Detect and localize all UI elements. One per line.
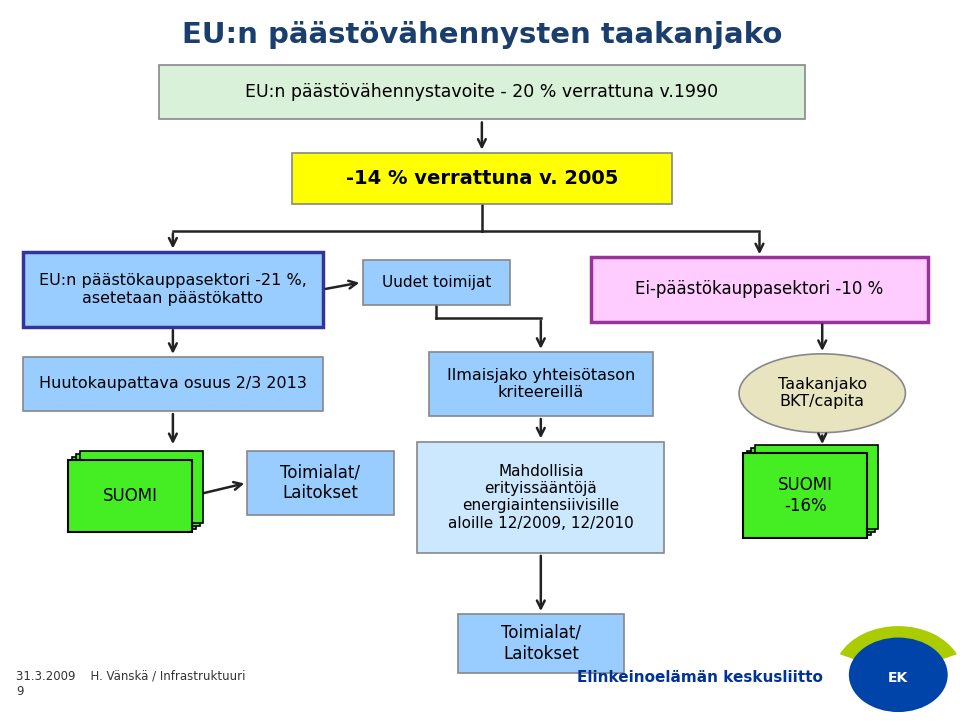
Ellipse shape: [739, 354, 905, 432]
Text: -14 % verrattuna v. 2005: -14 % verrattuna v. 2005: [346, 169, 618, 188]
FancyBboxPatch shape: [23, 357, 323, 411]
FancyBboxPatch shape: [743, 453, 867, 538]
Text: Uudet toimijat: Uudet toimijat: [381, 274, 491, 290]
FancyBboxPatch shape: [292, 152, 672, 204]
Text: Ei-päästökauppasektori -10 %: Ei-päästökauppasektori -10 %: [636, 280, 883, 298]
Text: Toimialat/
Laitokset: Toimialat/ Laitokset: [501, 624, 581, 663]
FancyBboxPatch shape: [76, 454, 200, 526]
FancyBboxPatch shape: [418, 442, 664, 552]
Text: EU:n päästövähennystavoite - 20 % verrattuna v.1990: EU:n päästövähennystavoite - 20 % verrat…: [246, 83, 718, 101]
FancyBboxPatch shape: [590, 257, 928, 321]
FancyBboxPatch shape: [158, 66, 805, 119]
Text: EU:n päästökauppasektori -21 %,
asetetaan päästökatto: EU:n päästökauppasektori -21 %, asetetaa…: [39, 273, 307, 305]
Wedge shape: [840, 626, 957, 661]
FancyBboxPatch shape: [23, 252, 323, 327]
Text: EK: EK: [888, 671, 908, 684]
FancyBboxPatch shape: [751, 448, 875, 532]
FancyBboxPatch shape: [80, 451, 204, 523]
Text: Taakanjako
BKT/capita: Taakanjako BKT/capita: [778, 377, 867, 409]
Text: Ilmaisjako yhteisötason
kriteereillä: Ilmaisjako yhteisötason kriteereillä: [446, 367, 635, 400]
Text: Huutokaupattava osuus 2/3 2013: Huutokaupattava osuus 2/3 2013: [39, 376, 307, 391]
FancyBboxPatch shape: [458, 614, 624, 673]
Text: Mahdollisia
erityissääntöjä
energiaintensiivisille
aloille 12/2009, 12/2010: Mahdollisia erityissääntöjä energiainten…: [448, 464, 634, 531]
Text: Elinkeinoelämän keskusliitto: Elinkeinoelämän keskusliitto: [577, 670, 823, 685]
Text: SUOMI: SUOMI: [103, 487, 157, 505]
Text: EU:n päästövähennysten taakanjako: EU:n päästövähennysten taakanjako: [181, 21, 782, 49]
Circle shape: [849, 638, 948, 712]
FancyBboxPatch shape: [363, 260, 510, 305]
FancyBboxPatch shape: [747, 451, 871, 535]
FancyBboxPatch shape: [247, 451, 394, 515]
Text: Toimialat/
Laitokset: Toimialat/ Laitokset: [280, 464, 360, 503]
FancyBboxPatch shape: [755, 445, 878, 529]
Text: SUOMI
-16%: SUOMI -16%: [778, 477, 832, 515]
FancyBboxPatch shape: [68, 460, 192, 531]
FancyBboxPatch shape: [72, 457, 196, 529]
FancyBboxPatch shape: [429, 352, 653, 416]
Text: 31.3.2009    H. Vänskä / Infrastruktuuri
9: 31.3.2009 H. Vänskä / Infrastruktuuri 9: [16, 670, 246, 697]
